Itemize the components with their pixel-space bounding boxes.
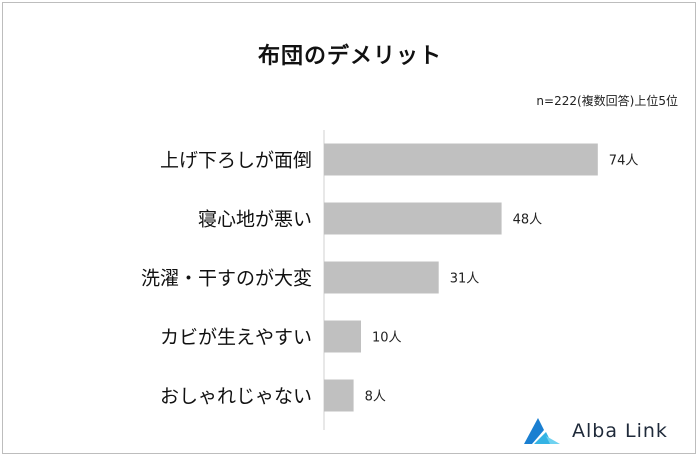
- value-label-4: 8人: [365, 390, 386, 405]
- chart-title: 布団のデメリット: [257, 44, 442, 69]
- value-label-3: 10人: [372, 331, 402, 346]
- bar-1: [324, 202, 502, 235]
- value-label-0: 74人: [609, 154, 639, 169]
- bar-2: [324, 261, 439, 294]
- bar-0: [324, 143, 598, 176]
- category-label-4: おしゃれじゃない: [160, 386, 312, 408]
- value-label-1: 48人: [513, 213, 543, 228]
- category-label-0: 上げ下ろしが面倒: [160, 150, 312, 172]
- alba-link-logo-mark: [524, 418, 560, 444]
- alba-link-logo: Alba Link: [520, 408, 690, 448]
- category-label-2: 洗濯・干すのが大変: [141, 268, 312, 290]
- bar-3: [324, 320, 361, 353]
- value-label-2: 31人: [450, 272, 480, 287]
- logo-text: Alba Link: [572, 420, 668, 442]
- category-label-3: カビが生えやすい: [160, 327, 312, 349]
- bar-4: [324, 379, 354, 412]
- chart-subtitle: n=222(複数回答)上位5位: [536, 94, 678, 108]
- category-label-1: 寝心地が悪い: [198, 209, 312, 231]
